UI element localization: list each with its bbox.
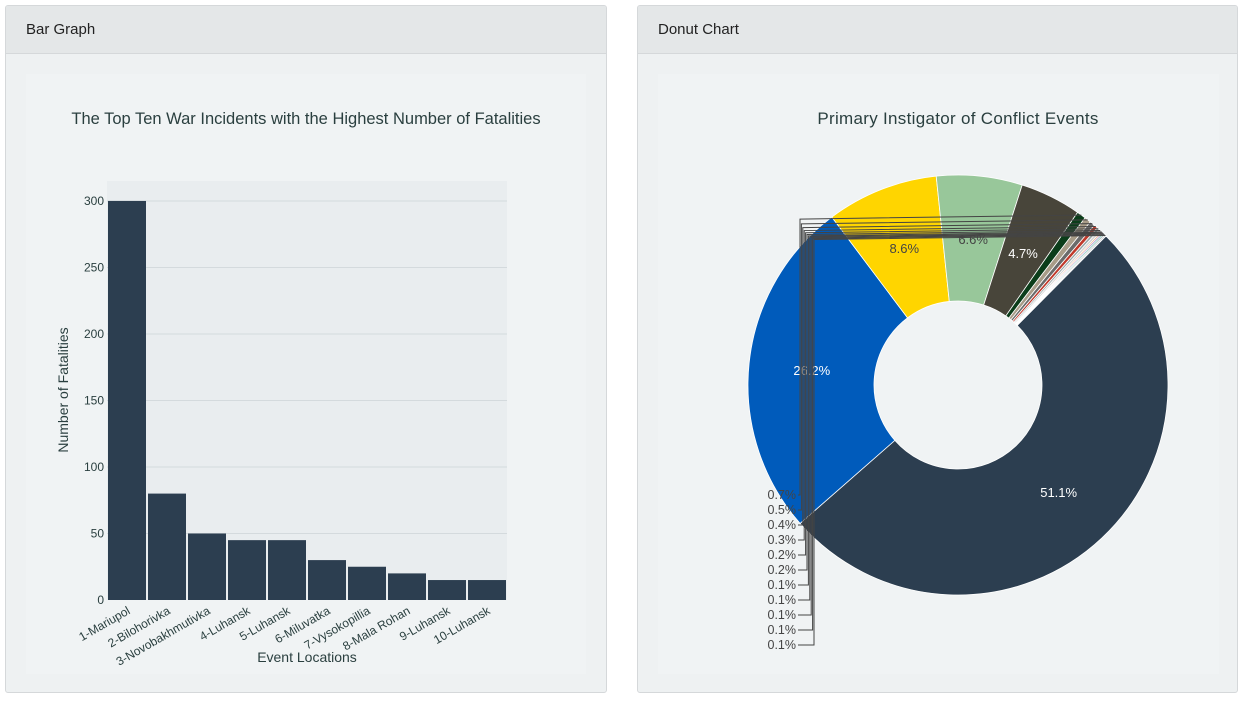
donut-outside-label: 0.1% <box>768 593 797 607</box>
donut-slice-label: 8.6% <box>889 241 919 256</box>
bar[interactable] <box>148 493 186 600</box>
donut-leader-line <box>798 231 1102 586</box>
bar-y-tick-label: 100 <box>84 460 104 474</box>
bar-y-axis-label: Number of Fatalities <box>55 327 71 452</box>
donut-outside-label: 0.1% <box>768 578 797 592</box>
bar-graph-card-body: The Top Ten War Incidents with the Highe… <box>6 54 606 692</box>
bar[interactable] <box>308 560 346 600</box>
donut-slices <box>747 174 1169 596</box>
donut-outside-label: 0.3% <box>768 533 797 547</box>
donut-leader-line <box>798 230 1101 571</box>
bar-y-tick-label: 200 <box>84 327 104 341</box>
bar-y-tick-label: 250 <box>84 260 104 274</box>
donut-slice-labels: 51.1%26.2%8.6%6.6%4.7%0.7%0.5%0.4%0.3%0.… <box>768 214 1106 652</box>
donut-outside-label: 0.2% <box>768 548 797 562</box>
donut-outside-label: 0.5% <box>768 503 797 517</box>
donut-outside-label: 0.2% <box>768 563 797 577</box>
bar[interactable] <box>348 566 386 600</box>
donut-chart-title: Primary Instigator of Conflict Events <box>817 109 1098 128</box>
bar-y-tick-label: 300 <box>84 194 104 208</box>
donut-leader-line <box>798 233 1104 616</box>
bar-y-tick-labels: 0 50 100 150 200 250 300 <box>84 194 104 607</box>
donut-leader-line <box>798 232 1103 601</box>
donut-chart: Primary Instigator of Conflict Events 51… <box>658 74 1219 674</box>
bar-chart: The Top Ten War Incidents with the Highe… <box>26 74 586 674</box>
bar[interactable] <box>188 533 226 600</box>
donut-outside-label: 0.1% <box>768 608 797 622</box>
bar-x-axis-label: Event Locations <box>257 649 357 665</box>
donut-outside-label: 0.4% <box>768 518 797 532</box>
donut-chart-card-body: Primary Instigator of Conflict Events 51… <box>638 54 1237 692</box>
bar[interactable] <box>268 540 306 600</box>
bar[interactable] <box>468 580 506 600</box>
bar-series <box>108 200 506 600</box>
bar[interactable] <box>388 573 426 600</box>
bar[interactable] <box>108 200 146 600</box>
donut-chart-card: Donut Chart Primary Instigator of Confli… <box>637 5 1238 693</box>
bar-graph-card-header: Bar Graph <box>6 6 606 54</box>
bar[interactable] <box>228 540 266 600</box>
bar-y-tick-label: 50 <box>91 526 105 540</box>
donut-leader-line <box>798 219 1088 511</box>
donut-leader-line <box>798 235 1106 646</box>
donut-outside-label: 0.1% <box>768 638 797 652</box>
bar[interactable] <box>428 580 466 600</box>
donut-leader-line <box>798 234 1105 631</box>
bar-y-tick-label: 0 <box>97 593 104 607</box>
donut-leader-line <box>798 226 1096 541</box>
donut-slice[interactable] <box>799 235 1169 596</box>
donut-outside-label: 0.7% <box>768 488 797 502</box>
bar-graph-card: Bar Graph The Top Ten War Incidents with… <box>5 5 607 693</box>
bar-chart-title: The Top Ten War Incidents with the Highe… <box>71 110 540 128</box>
bar-y-tick-label: 150 <box>84 393 104 407</box>
donut-slice-label: 51.1% <box>1040 485 1077 500</box>
donut-slice-label: 26.2% <box>793 363 830 378</box>
donut-leader-line <box>798 214 1082 496</box>
donut-chart-card-header: Donut Chart <box>638 6 1237 54</box>
donut-leader-line <box>798 228 1099 556</box>
donut-leader-line <box>798 223 1093 526</box>
donut-outside-label: 0.1% <box>768 623 797 637</box>
donut-slice-label: 4.7% <box>1008 246 1038 261</box>
